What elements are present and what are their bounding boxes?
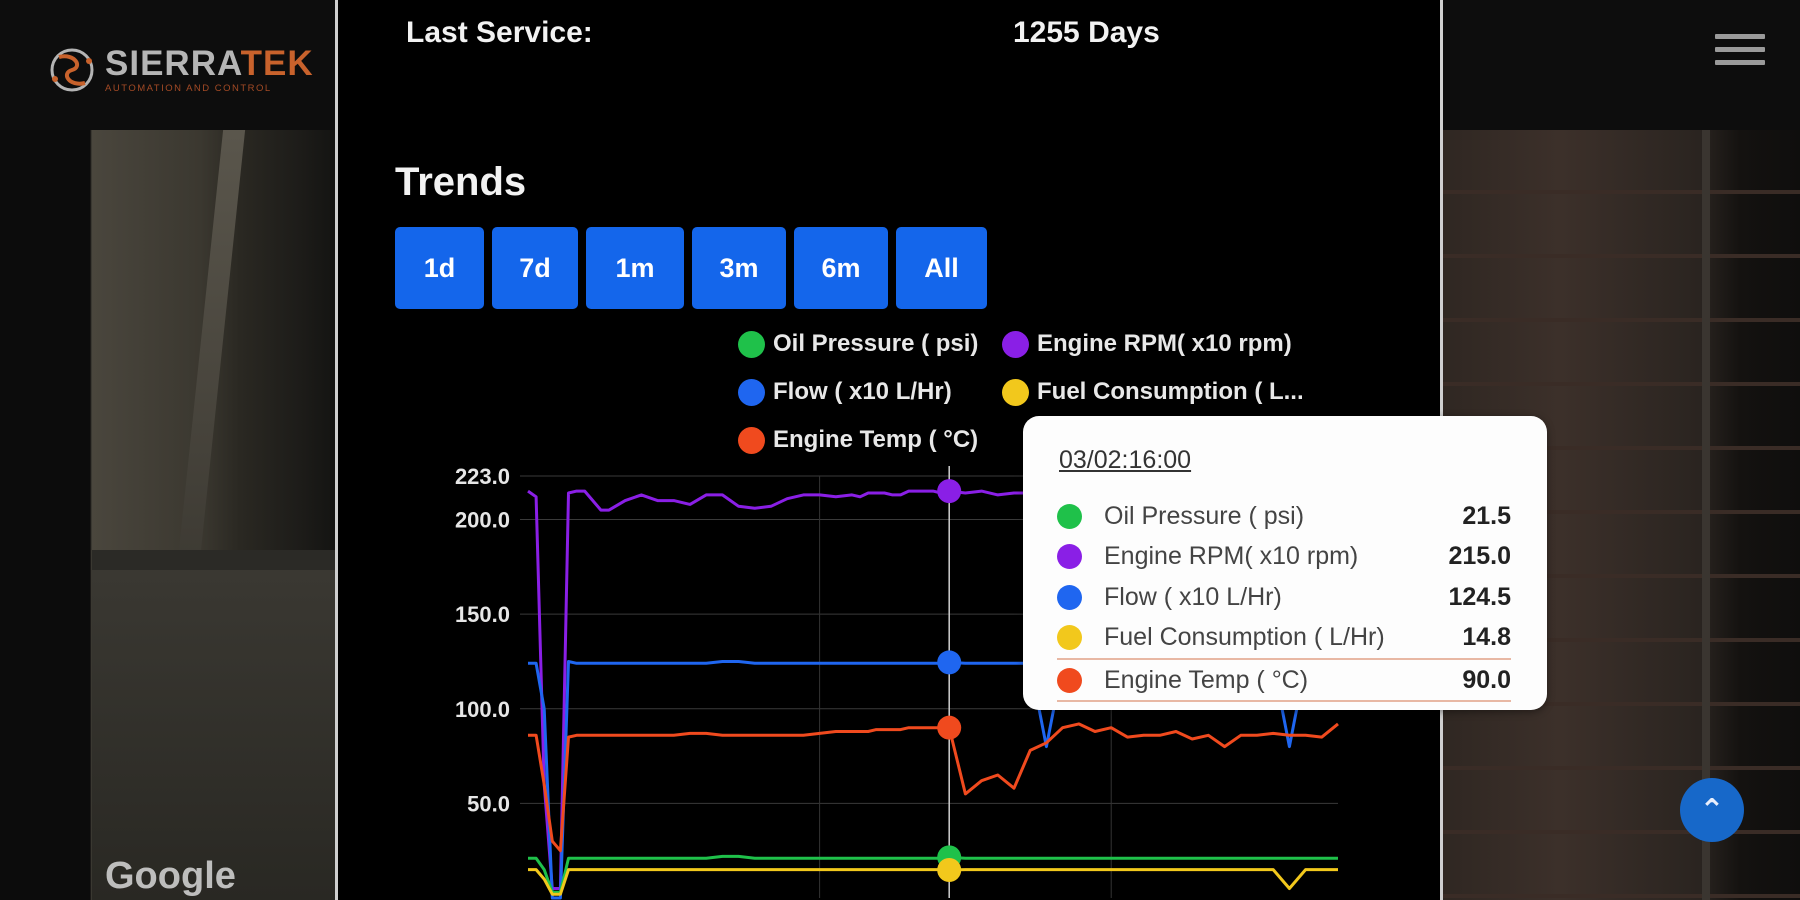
- range-button-all[interactable]: All: [896, 227, 987, 309]
- chevron-up-icon: ⌃: [1699, 793, 1725, 827]
- tooltip-dot-icon: [1057, 503, 1082, 529]
- tooltip-row-value: 90.0: [1462, 665, 1511, 694]
- brand-logo[interactable]: SIERRATEK AUTOMATION AND CONTROL: [45, 42, 314, 98]
- tooltip-row-value: 124.5: [1448, 582, 1511, 611]
- legend-dot-icon: [738, 330, 765, 358]
- google-attribution: Google: [105, 855, 236, 897]
- tooltip-dot-icon: [1057, 543, 1082, 569]
- brand-tagline: AUTOMATION AND CONTROL: [105, 82, 272, 94]
- range-button-1m[interactable]: 1m: [586, 227, 684, 309]
- series-line: [528, 722, 1339, 853]
- legend-label: Oil Pressure ( psi): [773, 330, 979, 357]
- trends-title: Trends: [395, 160, 527, 204]
- legend-engine-rpm[interactable]: Engine RPM( x10 rpm): [1002, 330, 1292, 358]
- last-service-row: Last Service: 1255 Days: [338, 0, 1440, 120]
- legend-dot-icon: [1002, 330, 1029, 358]
- legend-dot-icon: [738, 378, 765, 406]
- scroll-to-top-button[interactable]: ⌃: [1680, 778, 1744, 842]
- right-header-bar: [1440, 0, 1800, 130]
- legend-fuel-consumption[interactable]: Fuel Consumption ( L...: [1002, 378, 1304, 406]
- tooltip-time: 03/02:16:00: [1059, 446, 1192, 474]
- legend-label: Engine Temp ( °C): [773, 426, 979, 453]
- tooltip-dot-icon: [1057, 584, 1082, 610]
- tooltip-row-name: Oil Pressure ( psi): [1104, 501, 1305, 530]
- tooltip-row-name: Engine Temp ( °C): [1104, 665, 1309, 694]
- highlight-point: [937, 715, 962, 740]
- highlight-point: [937, 857, 962, 882]
- hamburger-menu-icon[interactable]: [1715, 34, 1765, 72]
- tooltip-row-flow: Flow ( x10 L/Hr) 124.5: [1057, 577, 1511, 617]
- y-tick-label: 223.0: [455, 464, 510, 489]
- y-tick-label: 100.0: [455, 697, 510, 722]
- logo-icon: [50, 48, 94, 92]
- legend-label: Engine RPM( x10 rpm): [1037, 330, 1292, 357]
- tooltip-dot-icon: [1057, 667, 1082, 693]
- highlight-point: [937, 479, 962, 504]
- left-header-bar: [0, 0, 335, 130]
- last-service-label: Last Service:: [406, 16, 593, 49]
- legend-flow[interactable]: Flow ( x10 L/Hr): [738, 378, 952, 406]
- tooltip-row-name: Fuel Consumption ( L/Hr): [1104, 622, 1385, 651]
- tooltip-dot-icon: [1057, 624, 1082, 650]
- range-button-7d[interactable]: 7d: [492, 227, 578, 309]
- last-service-value: 1255 Days: [1013, 16, 1160, 49]
- chart-tooltip: 03/02:16:00 Oil Pressure ( psi) 21.5 Eng…: [1023, 416, 1547, 710]
- y-tick-label: 150.0: [455, 602, 510, 627]
- tooltip-row-engine-temp: Engine Temp ( °C) 90.0: [1057, 658, 1511, 702]
- tooltip-row-name: Engine RPM( x10 rpm): [1104, 541, 1359, 570]
- range-button-3m[interactable]: 3m: [692, 227, 786, 309]
- legend-dot-icon: [738, 426, 765, 454]
- range-button-6m[interactable]: 6m: [794, 227, 888, 309]
- tooltip-row-oil-pressure: Oil Pressure ( psi) 21.5: [1057, 496, 1511, 536]
- legend-engine-temp[interactable]: Engine Temp ( °C): [738, 426, 978, 454]
- tooltip-row-value: 14.8: [1462, 622, 1511, 651]
- tooltip-row-fuel-consumption: Fuel Consumption ( L/Hr) 14.8: [1057, 617, 1511, 657]
- legend-oil-pressure[interactable]: Oil Pressure ( psi): [738, 330, 978, 358]
- legend-label: Fuel Consumption ( L...: [1037, 378, 1304, 405]
- series-line: [528, 854, 1338, 894]
- range-button-group: 1d 7d 1m 3m 6m All: [395, 227, 987, 309]
- tooltip-row-name: Flow ( x10 L/Hr): [1104, 582, 1282, 611]
- y-tick-label: 50.0: [467, 791, 510, 816]
- tooltip-row-value: 21.5: [1462, 501, 1511, 530]
- tooltip-row-engine-rpm: Engine RPM( x10 rpm) 215.0: [1057, 536, 1511, 576]
- map-background-left[interactable]: [0, 130, 335, 900]
- legend-label: Flow ( x10 L/Hr): [773, 378, 952, 405]
- series-line: [528, 868, 1338, 896]
- legend-dot-icon: [1002, 378, 1029, 406]
- brand-name: SIERRATEK: [105, 43, 314, 83]
- y-tick-label: 200.0: [455, 508, 510, 533]
- tooltip-row-value: 215.0: [1448, 541, 1511, 570]
- highlight-point: [937, 650, 962, 675]
- range-button-1d[interactable]: 1d: [395, 227, 484, 309]
